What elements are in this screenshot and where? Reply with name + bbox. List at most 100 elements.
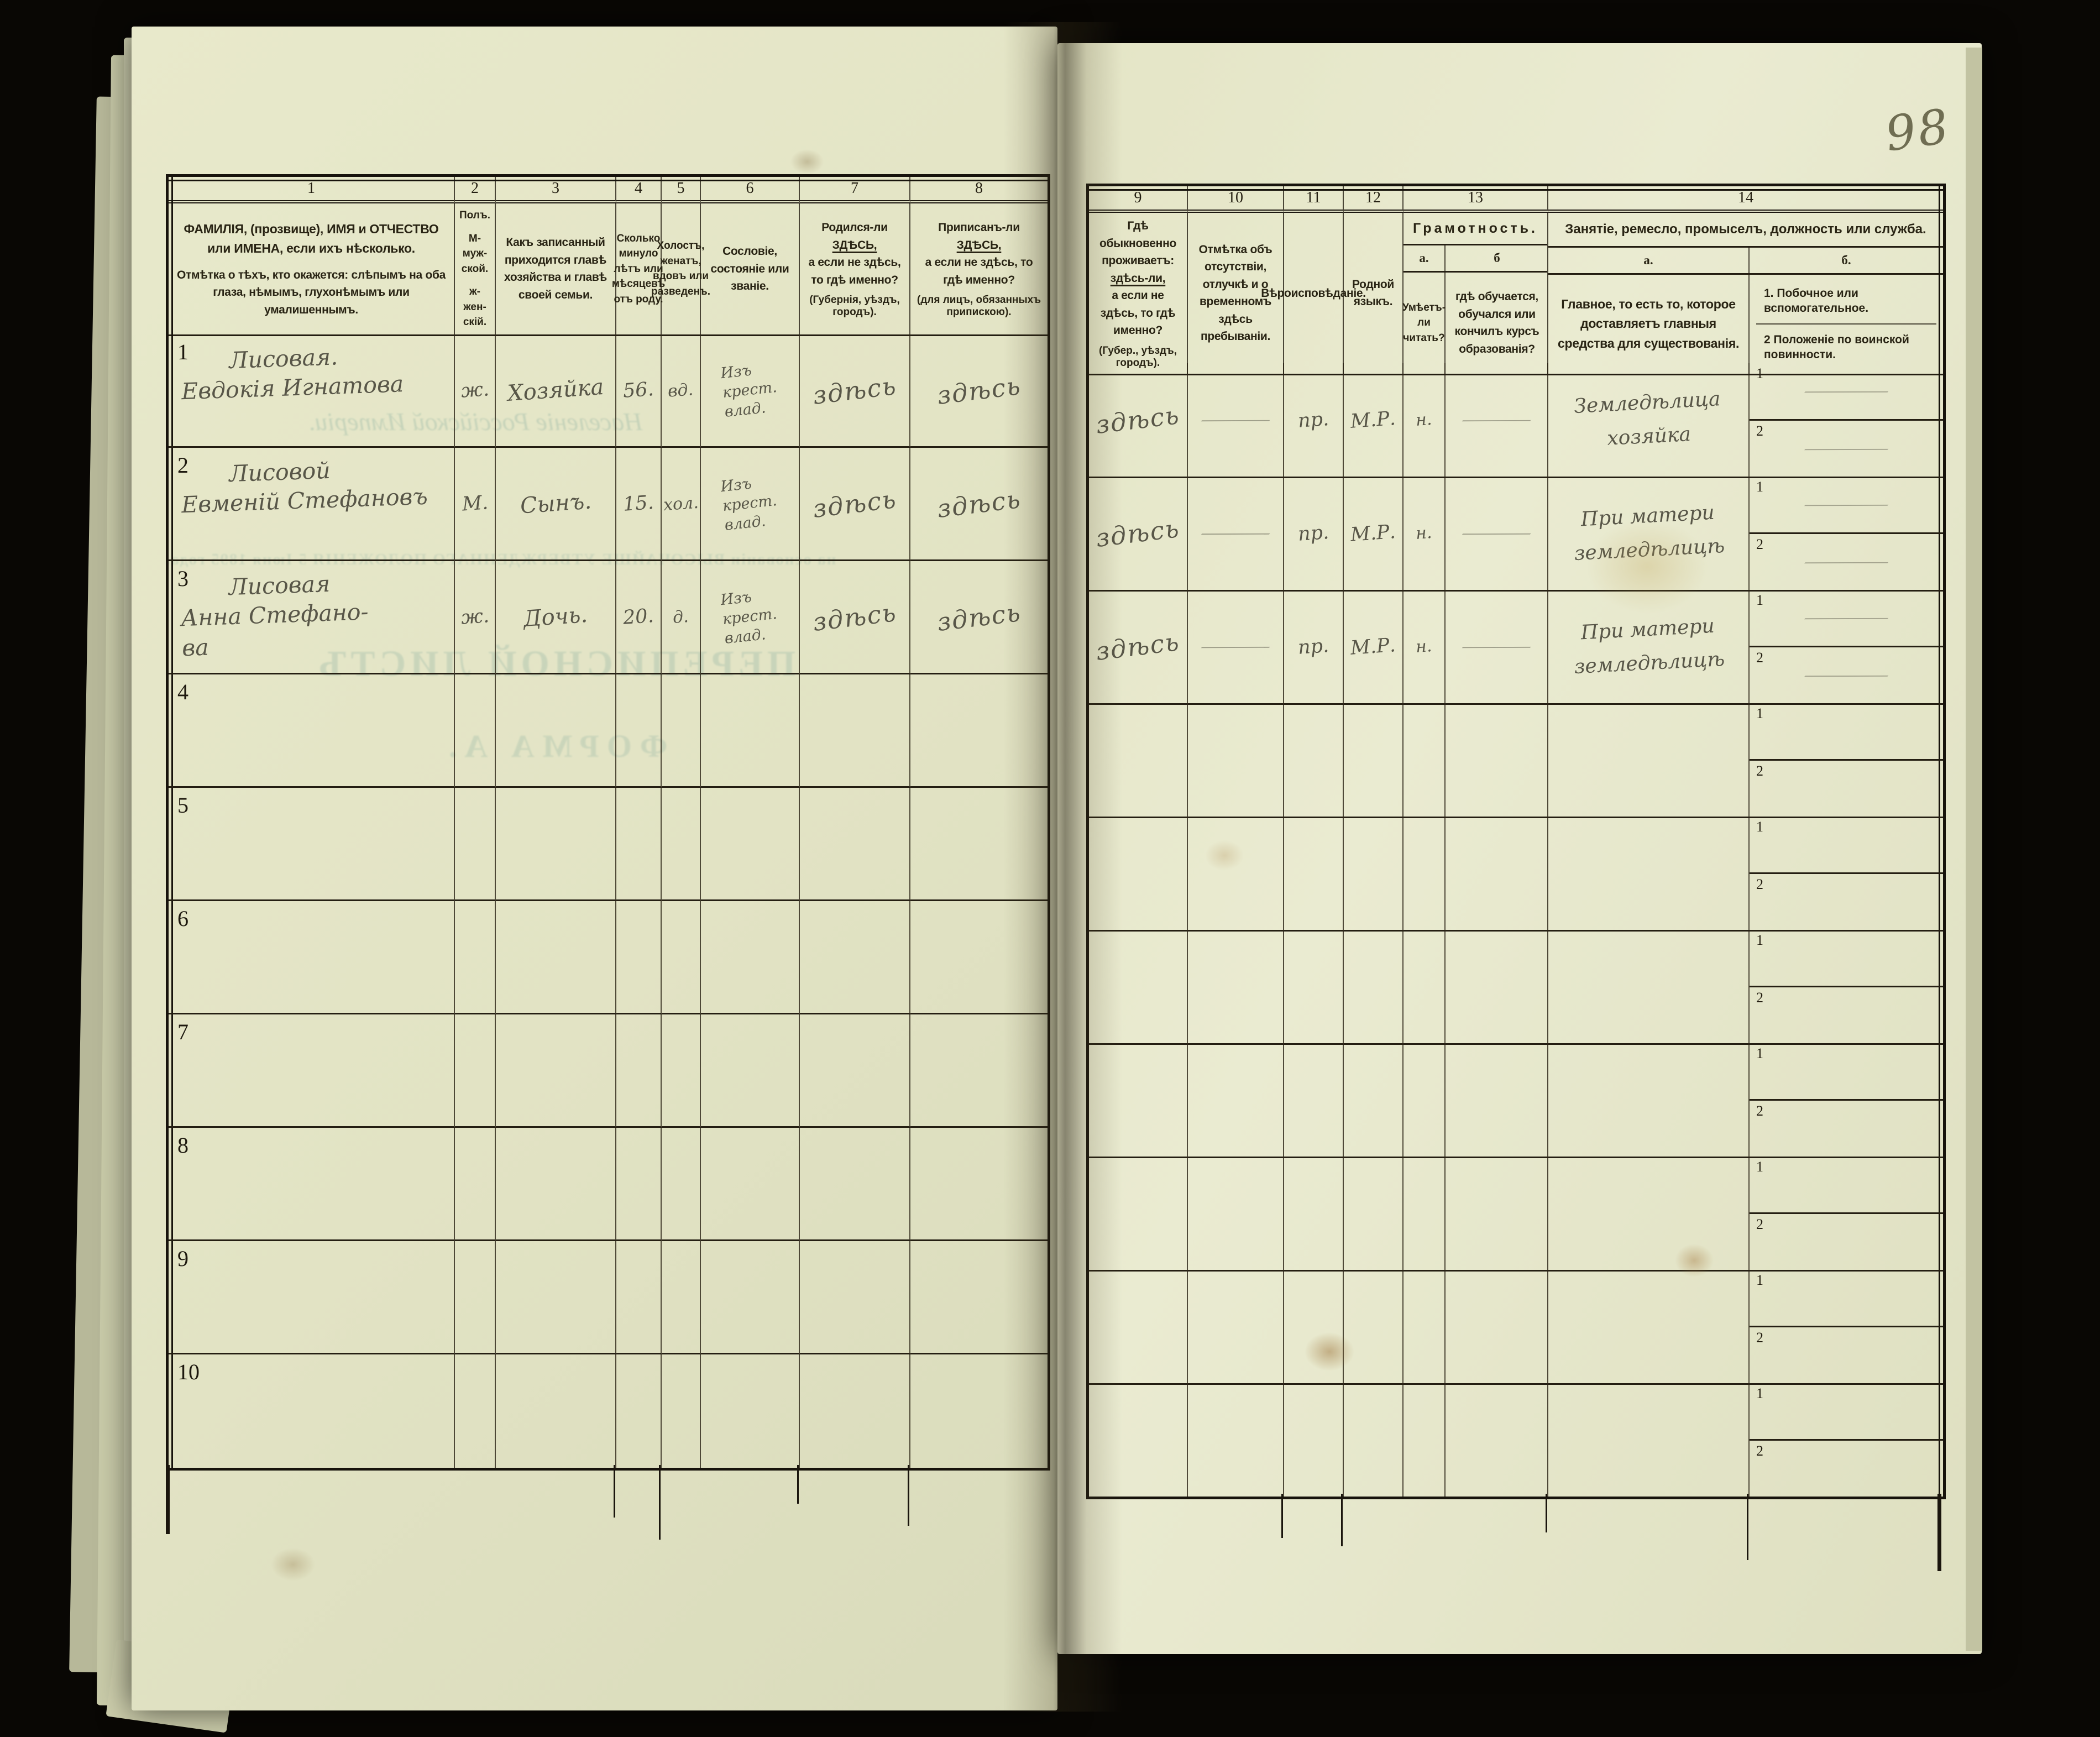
cell-registration (910, 901, 1048, 1014)
cell-reads (1404, 1157, 1446, 1272)
row-number: 1 (177, 339, 188, 364)
cell-marital (662, 1014, 701, 1128)
cell-name: 1 Лисовая. Евдокія Игнатова (169, 334, 455, 448)
col-number: 3 (496, 177, 616, 203)
cell-residence (1089, 930, 1188, 1045)
sub-row-label: 1 (1756, 932, 1763, 948)
sub-row-label: 2 (1756, 423, 1763, 439)
cell-age (616, 674, 662, 788)
cell-education (1446, 703, 1548, 818)
sub-row-1: 1 (1750, 1270, 1943, 1326)
table-row: 9 (169, 1241, 1048, 1354)
cell-sex (455, 901, 496, 1014)
cell-sex (455, 674, 496, 788)
cell-age: 56. (616, 334, 662, 448)
col-number: 1 (169, 177, 455, 203)
cell-name: 2 Лисовой Евменій Стефановъ (169, 448, 455, 561)
cell-relation (496, 1354, 616, 1468)
sub-row-1: 1 (1750, 817, 1943, 872)
cell-marital (662, 1128, 701, 1241)
table-row: 1 Лисовая. Евдокія Игнатова ж. Хозяйка 5… (169, 334, 1048, 448)
cell-registration: здѣсь (910, 561, 1048, 674)
row-number: 2 (177, 453, 188, 478)
sub-col-b: б. (1841, 253, 1851, 267)
cell-relation: Дочь. (496, 561, 616, 674)
sub-row-label: 2 (1756, 1443, 1763, 1459)
double-rule (1939, 186, 1940, 1497)
cell-relation (496, 788, 616, 901)
table-row: 1 2 (1089, 1043, 1943, 1158)
cell-sex (455, 1128, 496, 1241)
census-table-left: 1 2 3 4 5 6 7 8 ФАМИЛІЯ, (прозвище), ИМЯ… (166, 174, 1050, 1471)
sub-col-b: б (1494, 251, 1500, 265)
cell-education (1446, 817, 1548, 932)
cell-name: 10 (169, 1354, 455, 1468)
col-number: 6 (701, 177, 800, 203)
rule-stub (1747, 1494, 1748, 1560)
cell-sex (455, 1241, 496, 1354)
cell-birthplace (800, 1241, 910, 1354)
table-row: 6 (169, 901, 1048, 1014)
cell-occupation-main (1548, 703, 1750, 818)
cell-occupation-side: 1 — 2 — (1750, 363, 1943, 478)
cell-language: М.Р. (1344, 590, 1404, 705)
cell-education (1446, 930, 1548, 1045)
table-row: 1 2 (1089, 1383, 1943, 1497)
cell-reads: н. (1404, 477, 1446, 592)
rule-stub (614, 1465, 615, 1518)
census-table-right: 9 10 11 12 13 14 Гдѣ обыкновенно прожива… (1086, 184, 1946, 1499)
rule-stub (659, 1465, 661, 1540)
col-number: 9 (1089, 186, 1188, 213)
cell-relation (496, 901, 616, 1014)
cell-reads (1404, 1270, 1446, 1385)
cell-age: 15. (616, 448, 662, 561)
col-number: 12 (1344, 186, 1404, 213)
sub-row-1: 1 — (1756, 592, 1893, 628)
header-row: Гдѣ обыкновенно проживаетъ: здѣсь-ли, а … (1089, 213, 1943, 375)
column-number-row: 9 10 11 12 13 14 (1089, 186, 1943, 213)
cell-birthplace (800, 1354, 910, 1468)
rule-stub (1341, 1494, 1343, 1546)
cell-estate (701, 901, 800, 1014)
cell-registration (910, 674, 1048, 788)
col-number: 11 (1284, 186, 1344, 213)
sub-row-2: 2 (1750, 1326, 1943, 1383)
right-page: 98 9 10 11 12 13 14 Гдѣ обыкновенно прож… (1057, 43, 1982, 1654)
double-rule (1089, 189, 1943, 191)
cell-faith (1284, 1270, 1344, 1385)
sub-col-a: а. (1548, 248, 1750, 273)
sub-row-label: 2 (1756, 1103, 1763, 1119)
cell-age (616, 1128, 662, 1241)
cell-name: 6 (169, 901, 455, 1014)
left-data-rows: 1 Лисовая. Евдокія Игнатова ж. Хозяйка 5… (169, 334, 1048, 1468)
cell-education: — (1446, 477, 1548, 592)
cell-marital: д. (662, 561, 701, 674)
cell-registration (910, 1354, 1048, 1468)
cell-marital (662, 674, 701, 788)
cell-faith: пр. (1284, 477, 1344, 592)
sub-row-label: 1 (1756, 1045, 1763, 1061)
cell-name: 3 Лисовая Анна Стефано- ва (169, 561, 455, 674)
cell-registration (910, 788, 1048, 901)
table-row: 1 2 (1089, 703, 1943, 818)
col-number: 2 (455, 177, 496, 203)
sub-row-2: 2 (1750, 872, 1943, 930)
cell-occupation-side: 1 2 (1750, 1270, 1943, 1385)
cell-residence (1089, 1383, 1188, 1497)
cell-residence (1089, 703, 1188, 818)
cell-absence: — (1188, 363, 1284, 478)
handwritten-name: Лисовая. Евдокія Игнатова (181, 343, 404, 405)
cell-age (616, 788, 662, 901)
col-number: 14 (1548, 186, 1943, 213)
cell-estate: Изъ крест. влад. (701, 334, 800, 448)
row-number: 4 (177, 679, 188, 704)
double-rule (171, 177, 173, 1468)
sub-row-label: 1 (1756, 1159, 1763, 1175)
header-faith: Вѣроисповѣданіе. (1261, 213, 1366, 375)
header-literacy: Грамотность. а. б Умѣетъ-ли читать? гдѣ … (1402, 213, 1548, 375)
cell-faith (1284, 1157, 1344, 1272)
cell-occupation-main: При матери земледѣлицѣ (1548, 590, 1750, 705)
cell-sex: ж. (455, 561, 496, 674)
sub-row-label: 2 (1756, 1330, 1763, 1346)
